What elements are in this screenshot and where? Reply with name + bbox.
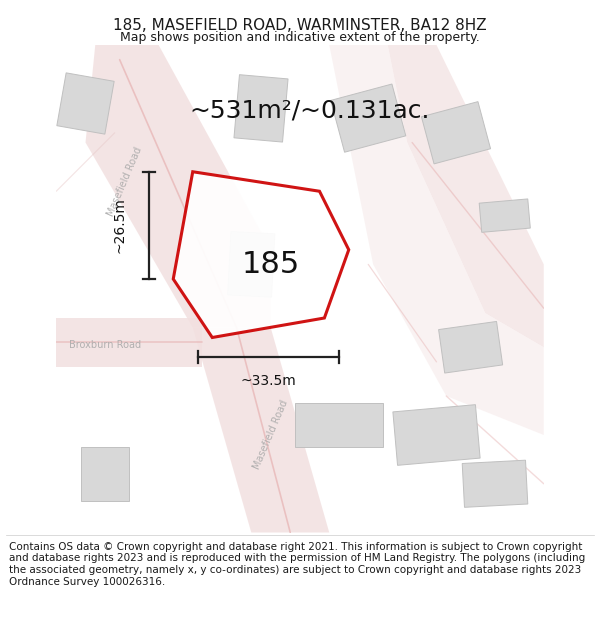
Text: Map shows position and indicative extent of the property.: Map shows position and indicative extent… xyxy=(120,31,480,44)
Polygon shape xyxy=(439,321,503,373)
Polygon shape xyxy=(393,404,480,466)
Polygon shape xyxy=(56,318,202,367)
Polygon shape xyxy=(173,172,349,338)
Text: Masefield Road: Masefield Road xyxy=(106,146,143,217)
Text: Contains OS data © Crown copyright and database right 2021. This information is : Contains OS data © Crown copyright and d… xyxy=(9,542,585,586)
Polygon shape xyxy=(85,45,271,328)
Polygon shape xyxy=(479,199,530,232)
Polygon shape xyxy=(227,232,275,297)
Text: ~26.5m: ~26.5m xyxy=(113,198,127,253)
Polygon shape xyxy=(388,45,544,348)
Polygon shape xyxy=(57,73,114,134)
Text: ~33.5m: ~33.5m xyxy=(241,374,296,388)
Text: 185: 185 xyxy=(242,250,300,279)
Polygon shape xyxy=(80,448,130,501)
Polygon shape xyxy=(462,460,528,508)
Polygon shape xyxy=(193,328,329,532)
Polygon shape xyxy=(331,84,406,152)
Text: Broxburn Road: Broxburn Road xyxy=(69,340,141,350)
Polygon shape xyxy=(295,403,383,448)
Polygon shape xyxy=(234,74,288,142)
Text: 185, MASEFIELD ROAD, WARMINSTER, BA12 8HZ: 185, MASEFIELD ROAD, WARMINSTER, BA12 8H… xyxy=(113,18,487,32)
Polygon shape xyxy=(329,45,544,435)
Text: Masefield Road: Masefield Road xyxy=(251,399,290,471)
Polygon shape xyxy=(421,102,491,164)
Text: ~531m²/~0.131ac.: ~531m²/~0.131ac. xyxy=(190,99,430,122)
